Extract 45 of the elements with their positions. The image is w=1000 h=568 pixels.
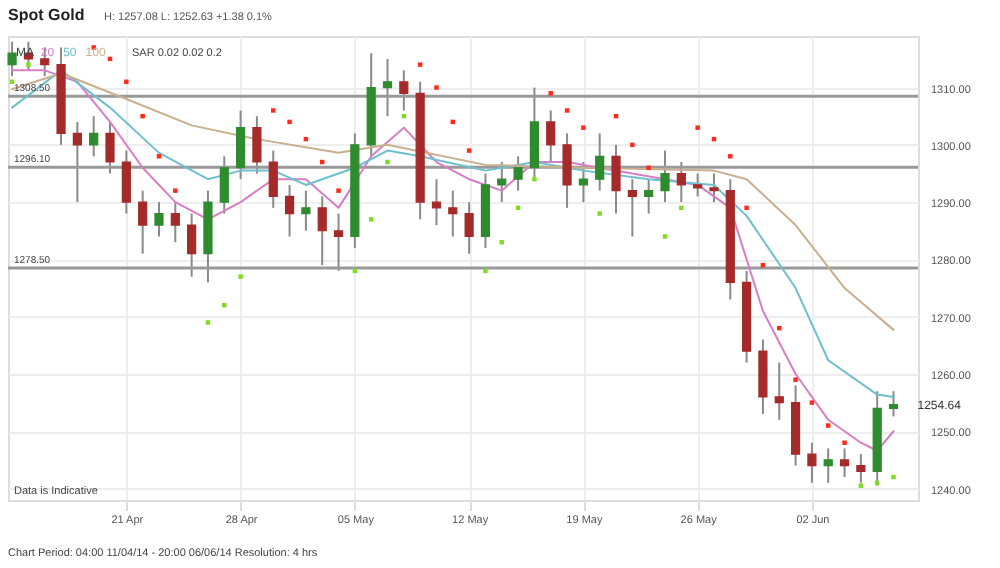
candlestick (676, 161, 686, 204)
candlestick (448, 189, 458, 238)
candlestick (317, 195, 327, 267)
candlestick (595, 132, 605, 192)
candlestick (121, 149, 131, 215)
line-series (11, 72, 895, 331)
candlestick (807, 441, 817, 484)
candlestick (529, 86, 540, 181)
candlestick (562, 132, 572, 209)
candlestick (546, 109, 556, 164)
candlestick (464, 201, 474, 255)
candlestick (758, 338, 768, 416)
candlestick (105, 120, 115, 175)
candlestick (382, 57, 393, 118)
candlestick (301, 189, 311, 232)
candlestick (856, 453, 866, 484)
candlestick (693, 172, 703, 198)
candlestick (170, 201, 180, 244)
chart-title: Spot Gold (8, 6, 85, 24)
candlestick (774, 361, 784, 421)
candlestick (578, 161, 588, 204)
candlestick (284, 183, 295, 238)
candlestick (268, 149, 278, 209)
candlestick (187, 212, 197, 278)
candlestick (823, 447, 833, 484)
candlestick (431, 178, 442, 227)
candlestick (138, 189, 148, 255)
candlestick (89, 115, 99, 158)
candlestick (154, 201, 164, 238)
candlestick (660, 149, 670, 204)
candlestick (627, 178, 637, 238)
candlestick (219, 155, 229, 215)
candlestick (7, 40, 17, 78)
candlestick (333, 212, 344, 272)
candlestick (839, 447, 850, 479)
candlestick (644, 178, 654, 215)
candlestick (236, 109, 246, 181)
candlestick (513, 155, 523, 192)
candlestick (72, 120, 82, 204)
candlestick (399, 69, 409, 112)
candlestick (497, 161, 507, 204)
candlestick (611, 143, 621, 215)
candlestick (888, 390, 899, 418)
candlestick (709, 172, 719, 204)
candlestick (252, 115, 262, 175)
